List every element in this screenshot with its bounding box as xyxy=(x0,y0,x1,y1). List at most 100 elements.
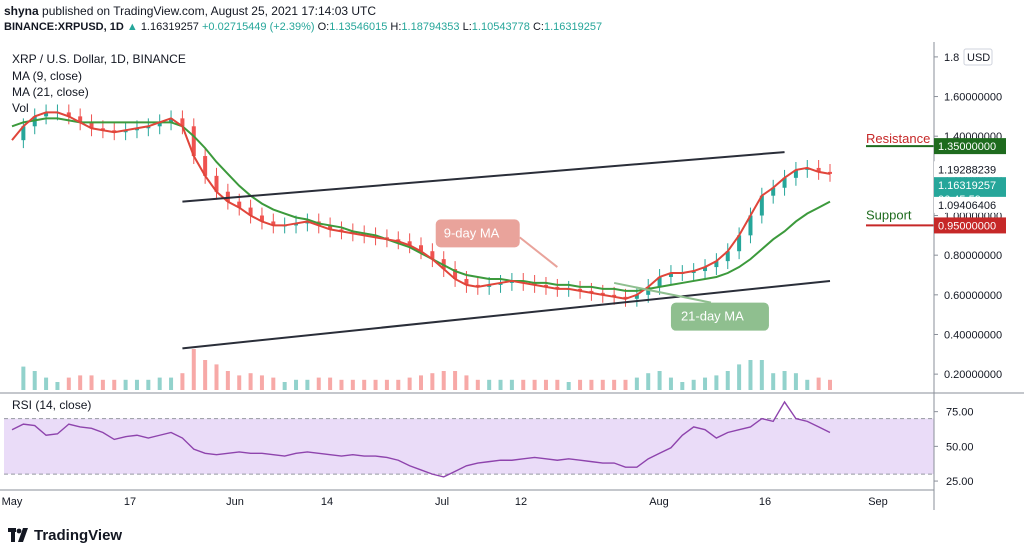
ma9-callout xyxy=(435,219,520,248)
price-tick-label: 1.60000000 xyxy=(944,92,1002,104)
volume-bar xyxy=(384,379,389,390)
candle-body xyxy=(657,276,662,287)
candle-body xyxy=(714,261,719,268)
support-trendline[interactable] xyxy=(182,279,831,350)
volume-bar xyxy=(362,379,367,390)
volume-bar xyxy=(21,366,26,390)
trendlines xyxy=(182,145,934,350)
candle-body xyxy=(78,116,83,123)
volume-bar xyxy=(191,349,196,390)
footer: TradingView xyxy=(8,524,122,546)
volume-bar xyxy=(248,373,253,390)
date-tick-label: May xyxy=(2,496,23,508)
candle-body xyxy=(771,187,776,196)
tradingview-logo-icon xyxy=(8,528,28,542)
volume-bar xyxy=(294,379,299,390)
published-text: published on TradingView.com, August 25,… xyxy=(42,4,377,18)
volume-bar xyxy=(589,379,594,390)
volume-bar xyxy=(328,377,333,390)
ma21-callout xyxy=(670,302,769,331)
candle-body xyxy=(44,112,49,117)
legend-ma21: MA (21, close) xyxy=(12,85,89,99)
volume-bar xyxy=(521,379,526,390)
support-label: Support xyxy=(866,207,912,222)
volume-bar xyxy=(271,377,276,390)
candle-body xyxy=(737,235,742,252)
candle-body xyxy=(668,273,673,277)
price-tags: 1.350000001.192882391.1631925706:45:591.… xyxy=(934,138,1006,234)
candle-body xyxy=(225,191,230,202)
candle-body xyxy=(748,215,753,236)
candle-body xyxy=(328,225,333,230)
open-label: O: xyxy=(317,21,330,33)
price-tick-label: 0.20000000 xyxy=(944,369,1002,381)
legend-ma9: MA (9, close) xyxy=(12,69,82,83)
volume-bar xyxy=(487,379,492,390)
high-value: 1.18794353 xyxy=(401,21,460,33)
volume-bar xyxy=(100,379,105,390)
volume-bar xyxy=(680,382,685,390)
resistance-price-tag: 1.35000000 xyxy=(938,141,996,153)
change-value: +0.02715449 (+2.39%) xyxy=(202,21,315,33)
volume-bar xyxy=(453,371,458,390)
volume-bar xyxy=(498,379,503,390)
low-price-tag: 1.09406406 xyxy=(938,200,996,212)
price-chart[interactable]: 1.81.600000001.400000001.200000001.00000… xyxy=(0,0,1024,520)
rsi-line xyxy=(11,400,831,478)
price-tick-label: 0.80000000 xyxy=(944,250,1002,262)
volume-bar xyxy=(214,364,219,390)
up-arrow-icon: ▲ xyxy=(126,21,138,33)
currency-label: USD xyxy=(967,52,990,64)
volume-bar xyxy=(646,373,651,390)
candle-body xyxy=(464,278,469,285)
volume-bar xyxy=(748,360,753,390)
volume-bar xyxy=(623,379,628,390)
candle-body xyxy=(21,126,26,141)
volume-bar xyxy=(407,377,412,390)
volume-bar xyxy=(134,379,139,390)
volume-bar xyxy=(612,379,617,390)
date-tick-label: Jul xyxy=(435,496,449,508)
ma9-callout-text: 9-day MA xyxy=(444,225,500,240)
volume-bar xyxy=(373,379,378,390)
volume-bar xyxy=(703,377,708,390)
legend-vol: Vol xyxy=(12,101,29,115)
close-value: 1.16319257 xyxy=(543,21,603,33)
rsi-tick-label: 75.00 xyxy=(946,407,974,419)
annotations: Resistance Support 9-day MA 21-day MA xyxy=(435,131,930,331)
candle-body xyxy=(725,251,730,262)
volume-bar xyxy=(123,379,128,390)
rsi-pane xyxy=(4,400,934,478)
date-tick-label: Aug xyxy=(649,496,669,508)
candle-body xyxy=(259,215,264,222)
ohlc-header: BINANCE:XRPUSD, 1D ▲ 1.16319257 +0.02715… xyxy=(4,21,602,33)
volume-bar xyxy=(419,375,423,390)
volume-bar xyxy=(578,379,583,390)
volume-bar xyxy=(78,375,83,390)
volume-bar xyxy=(634,377,639,390)
candle-body xyxy=(453,269,458,279)
volume-bar xyxy=(657,371,662,390)
volume-bar xyxy=(66,377,71,390)
volume-bar xyxy=(282,382,287,390)
volume-bar xyxy=(691,379,696,390)
volume-bar xyxy=(237,375,242,390)
candle-body xyxy=(759,195,764,216)
volume-bar xyxy=(782,371,787,390)
volume-bar xyxy=(157,377,162,390)
high-price-tag: 1.19288239 xyxy=(938,164,996,176)
volume-bar xyxy=(169,377,174,390)
currency-badge[interactable]: USD xyxy=(963,48,993,66)
date-tick-label: 16 xyxy=(759,496,771,508)
rsi-tick-label: 50.00 xyxy=(946,441,974,453)
volume-bar xyxy=(828,379,832,390)
volume-bar xyxy=(225,371,230,390)
moving-averages xyxy=(11,111,831,300)
price-tick-label: 0.60000000 xyxy=(944,290,1002,302)
candle-body xyxy=(430,251,435,260)
legend-title: XRP / U.S. Dollar, 1D, BINANCE xyxy=(12,52,186,66)
resistance-trendline[interactable] xyxy=(182,151,785,203)
candlesticks xyxy=(21,104,832,307)
volume-bar xyxy=(44,377,49,390)
date-tick-label: Jun xyxy=(226,496,244,508)
